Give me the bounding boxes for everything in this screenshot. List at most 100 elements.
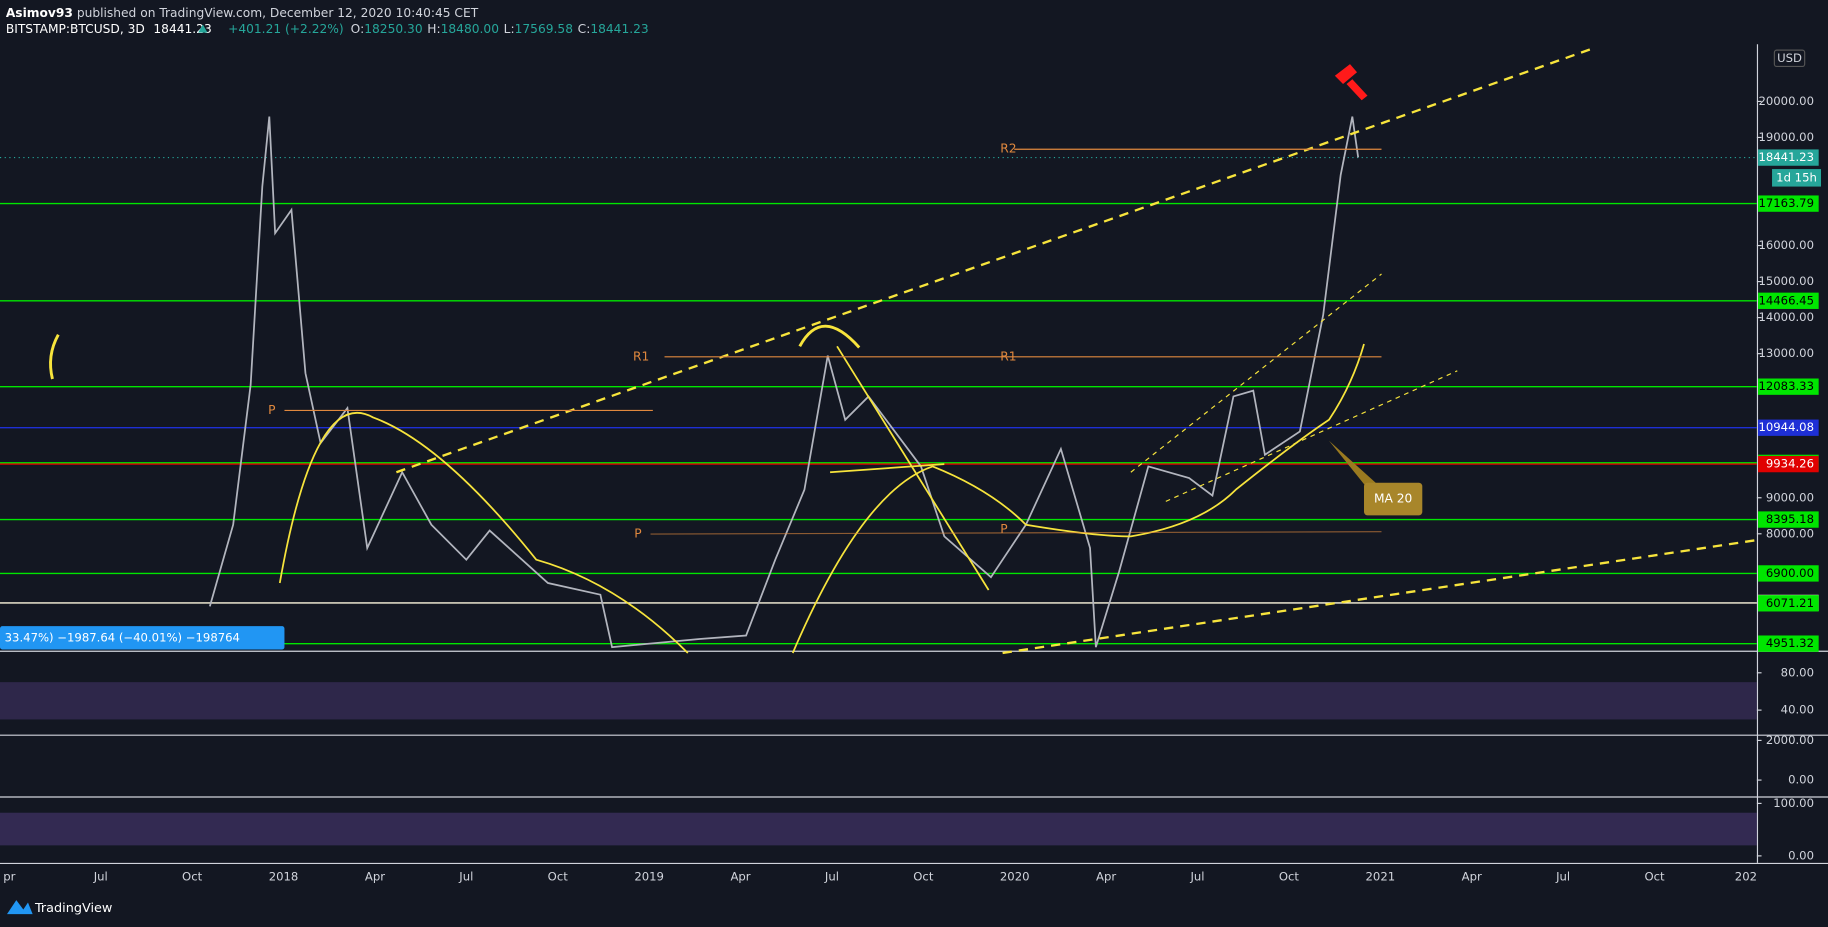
levels (0, 157, 1757, 645)
callout-pointer (1329, 440, 1376, 496)
x-tick-label: 2018 (269, 869, 299, 883)
logo-icon (6, 900, 33, 915)
channel-line (1130, 273, 1382, 473)
gavel-icon (1334, 64, 1368, 101)
level-label-box (1758, 378, 1819, 395)
level-label: 17163.79 (1758, 196, 1814, 210)
level-label: 4951.32 (1766, 636, 1814, 650)
symbol-line: BITSTAMP:BTCUSD, 3D 18441.23 +401.21 (+2.… (6, 22, 649, 36)
y-tick-label: 15000.00 (1758, 274, 1814, 288)
x-tick-label: Apr (730, 869, 750, 883)
up-arrow (198, 24, 208, 33)
last: 18441.23 (153, 22, 211, 36)
x-tick-label: pr (3, 869, 15, 883)
level-label: 6071.21 (1766, 596, 1814, 610)
indicator-tick-label: 40.00 (1781, 703, 1814, 717)
wedge-line (829, 463, 945, 474)
symbol: BITSTAMP:BTCUSD, 3D (6, 22, 145, 36)
level-label-box (1758, 149, 1819, 166)
drawings (49, 47, 1759, 655)
level-label-box (1758, 419, 1819, 436)
measure-box (0, 626, 285, 650)
y-tick-label: 13000.00 (1758, 346, 1814, 360)
pane-borders (0, 44, 1828, 865)
indicator-tick-label: 0.00 (1788, 773, 1814, 787)
x-tick-label: Jul (93, 869, 108, 883)
ma-sketch (791, 343, 1365, 654)
annotations: R2 R1 R1 P P P MA 20 (268, 142, 1412, 541)
x-tick-label: Apr (1462, 869, 1482, 883)
pivot-label: R2 (1000, 142, 1016, 156)
x-tick-label: Jul (458, 869, 473, 883)
ma-sketch (278, 412, 689, 654)
logo: TradingView (34, 901, 112, 916)
trend-line (1002, 538, 1759, 655)
l-val: 17569.58 (515, 22, 573, 36)
x-tick-label: Jul (1190, 869, 1205, 883)
level-label: 9934.26 (1766, 457, 1814, 471)
c-val: 18441.23 (590, 22, 648, 36)
published: published on TradingView.com, December 1… (77, 5, 479, 19)
indicator-tick-label: 80.00 (1781, 665, 1814, 679)
level-label: 12083.33 (1758, 379, 1814, 393)
countdown: 1d 15h (1776, 170, 1817, 184)
level-label: 18441.23 (1758, 150, 1814, 164)
h-val: 18480.00 (441, 22, 499, 36)
header-line: Asimov93 published on TradingView.com, D… (6, 5, 479, 19)
l-key: L: (504, 22, 515, 36)
stoch-band (0, 812, 1757, 846)
pivot-label: P (1000, 522, 1007, 536)
wedge-line (836, 345, 990, 591)
x-tick-label: Oct (182, 869, 203, 883)
channel-line (1165, 370, 1458, 502)
h-key: H: (427, 22, 440, 36)
x-tick-label: 2021 (1366, 869, 1396, 883)
indicator-tick-label: 0.00 (1788, 848, 1814, 862)
callout-text: MA 20 (1374, 492, 1412, 506)
x-tick-label: 202 (1735, 869, 1757, 883)
level-label-box (1758, 455, 1819, 473)
pivot-label: P (634, 527, 641, 541)
x-tick-label: Oct (1644, 869, 1665, 883)
level-label: 8395.18 (1766, 512, 1814, 526)
measure-text: 33.47%) −1987.64 (−40.01%) −198764 (5, 630, 240, 644)
y-tick-label: 20000.00 (1758, 94, 1814, 108)
pivot-label: P (268, 403, 275, 417)
rsi-band (0, 682, 1757, 720)
o-val: 18250.30 (364, 22, 422, 36)
x-tick-label: Apr (1096, 869, 1116, 883)
x-tick-label: 2019 (634, 869, 664, 883)
author: Asimov93 (6, 5, 73, 19)
o-key: O: (351, 22, 365, 36)
indicator-tick-label: 100.00 (1773, 796, 1814, 810)
y-tick-label: 16000.00 (1758, 238, 1814, 252)
countdown-box (1772, 169, 1822, 187)
currency: USD (1777, 51, 1802, 65)
x-tick-label: Oct (548, 869, 569, 883)
level-label-box (1758, 595, 1819, 612)
x-tick-label: Oct (1279, 869, 1300, 883)
x-tick-label: Jul (824, 869, 839, 883)
level-label: 10944.08 (1758, 420, 1814, 434)
currency-box (1773, 49, 1806, 68)
x-tick-label: Jul (1555, 869, 1570, 883)
level-label-box (1758, 511, 1819, 528)
axes: 20000.00 19000.00 16000.00 15000.00 14000.00… (3, 94, 1819, 883)
level-label: 14466.45 (1758, 293, 1814, 307)
indicator-tick-label: 2000.00 (1766, 733, 1814, 747)
y-tick-label: 8000.00 (1766, 526, 1814, 540)
price-path-sketch (209, 116, 1360, 649)
level-label-box (1758, 195, 1819, 212)
arc (798, 324, 861, 349)
level-label-box (1758, 565, 1819, 582)
pivot-line (650, 531, 1382, 535)
level-label-box (1758, 292, 1819, 309)
callout-box (1364, 482, 1423, 516)
level-label-box (1758, 635, 1819, 652)
x-tick-label: Apr (365, 869, 385, 883)
y-tick-label: 19000.00 (1758, 130, 1814, 144)
change: +401.21 (+2.22%) (228, 22, 344, 36)
y-tick-label: 14000.00 (1758, 310, 1814, 324)
arc (49, 333, 60, 380)
